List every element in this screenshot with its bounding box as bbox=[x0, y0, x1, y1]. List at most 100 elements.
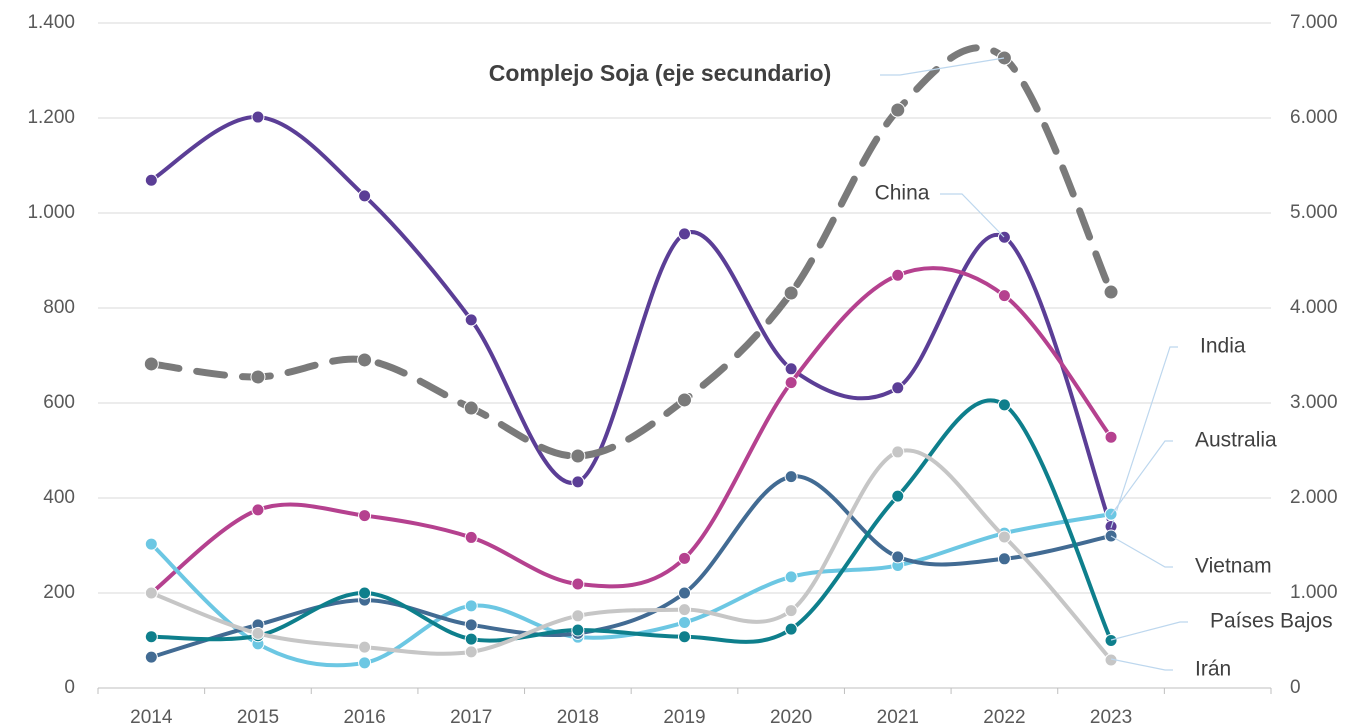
series-marker bbox=[784, 604, 798, 618]
series-marker bbox=[891, 489, 905, 503]
series-marker bbox=[358, 640, 372, 654]
x-tick-label: 2017 bbox=[450, 707, 492, 728]
leader-line bbox=[940, 193, 1005, 238]
y-tick-label: 600 bbox=[43, 392, 75, 413]
y2-tick-label: 2.000 bbox=[1290, 487, 1338, 508]
y-tick-label: 0 bbox=[64, 677, 75, 698]
y2-tick-label: 3.000 bbox=[1290, 392, 1338, 413]
x-tick-label: 2019 bbox=[663, 707, 705, 728]
x-tick-label: 2020 bbox=[770, 707, 812, 728]
leader-line bbox=[1110, 440, 1173, 516]
series-marker bbox=[464, 313, 478, 327]
series-marker bbox=[1104, 634, 1118, 647]
x-tick-label: 2022 bbox=[983, 707, 1025, 728]
x-tick-label: 2023 bbox=[1090, 707, 1132, 728]
y-tick-label: 1.200 bbox=[27, 107, 75, 128]
series-marker bbox=[144, 630, 158, 644]
leader-line bbox=[880, 57, 1005, 76]
y-tick-label: 1.000 bbox=[27, 202, 75, 223]
annotation-title: Complejo Soja (eje secundario) bbox=[489, 60, 832, 86]
series-marker bbox=[144, 173, 158, 187]
series-marker bbox=[464, 645, 478, 659]
series-marker bbox=[784, 376, 798, 390]
series-marker bbox=[1104, 430, 1118, 444]
series-marker bbox=[784, 470, 798, 484]
y-tick-label: 400 bbox=[43, 487, 75, 508]
series-line bbox=[149, 266, 1114, 595]
series-marker bbox=[464, 632, 478, 646]
y-tick-label: 1.400 bbox=[27, 12, 75, 33]
series-marker bbox=[678, 586, 691, 600]
series-marker bbox=[358, 509, 372, 523]
y2-tick-label: 7.000 bbox=[1290, 12, 1338, 33]
series-marker bbox=[784, 570, 798, 584]
series-marker bbox=[357, 352, 373, 368]
series-marker bbox=[251, 110, 265, 124]
series-marker bbox=[1103, 284, 1119, 300]
series-marker bbox=[571, 623, 585, 637]
series-marker bbox=[997, 530, 1011, 544]
y2-tick-label: 5.000 bbox=[1290, 202, 1338, 223]
series-marker bbox=[678, 603, 691, 617]
series-label: India bbox=[1200, 335, 1246, 358]
leader-line bbox=[1110, 346, 1178, 529]
series-marker bbox=[678, 615, 691, 629]
series-marker bbox=[571, 609, 585, 623]
series-marker bbox=[144, 650, 158, 664]
series-marker bbox=[784, 362, 798, 376]
series-label: Vietnam bbox=[1195, 555, 1272, 578]
series-marker bbox=[571, 577, 585, 591]
series-marker bbox=[996, 50, 1012, 66]
series-marker bbox=[358, 189, 372, 203]
series-marker bbox=[144, 586, 158, 600]
series-marker bbox=[891, 550, 905, 564]
leader-line bbox=[1110, 535, 1173, 568]
leader-line bbox=[1110, 658, 1173, 671]
y2-tick-label: 4.000 bbox=[1290, 297, 1338, 318]
series-label: China bbox=[875, 182, 930, 205]
series-marker bbox=[677, 392, 692, 408]
series-line bbox=[149, 512, 1114, 668]
x-tick-label: 2015 bbox=[237, 707, 279, 728]
x-tick-label: 2021 bbox=[877, 707, 919, 728]
series-line bbox=[149, 115, 1114, 529]
series-marker bbox=[251, 626, 265, 640]
series-marker bbox=[463, 400, 479, 416]
series-marker bbox=[997, 552, 1011, 566]
series-line bbox=[149, 448, 1114, 662]
series-label: Australia bbox=[1195, 429, 1277, 452]
series-marker bbox=[571, 475, 585, 489]
series-marker bbox=[251, 503, 265, 517]
series-marker bbox=[783, 285, 799, 301]
series-marker bbox=[678, 551, 691, 565]
y2-tick-label: 0 bbox=[1290, 677, 1301, 698]
series-marker bbox=[358, 656, 372, 670]
x-tick-label: 2016 bbox=[343, 707, 385, 728]
series-marker bbox=[997, 289, 1011, 303]
series-marker bbox=[784, 622, 798, 636]
series-marker bbox=[250, 369, 266, 385]
x-tick-label: 2014 bbox=[130, 707, 173, 728]
series-marker bbox=[891, 381, 905, 395]
series-marker bbox=[678, 630, 691, 644]
y-tick-label: 200 bbox=[43, 582, 75, 603]
series-marker bbox=[464, 599, 478, 613]
series-marker bbox=[358, 586, 372, 600]
series-marker bbox=[678, 227, 691, 241]
series-marker bbox=[464, 618, 478, 632]
series-label: Irán bbox=[1195, 658, 1231, 681]
series-label: Países Bajos bbox=[1210, 610, 1333, 633]
x-tick-label: 2018 bbox=[557, 707, 599, 728]
series-marker bbox=[891, 445, 905, 459]
series-marker bbox=[997, 398, 1011, 412]
series-line bbox=[147, 44, 1115, 460]
series-marker bbox=[890, 102, 906, 118]
series-marker bbox=[143, 356, 159, 372]
series-marker bbox=[570, 448, 586, 464]
leader-line bbox=[1110, 621, 1188, 641]
y2-tick-label: 6.000 bbox=[1290, 107, 1338, 128]
series-marker bbox=[891, 268, 905, 282]
series-marker bbox=[464, 530, 478, 544]
series-marker bbox=[144, 537, 158, 551]
